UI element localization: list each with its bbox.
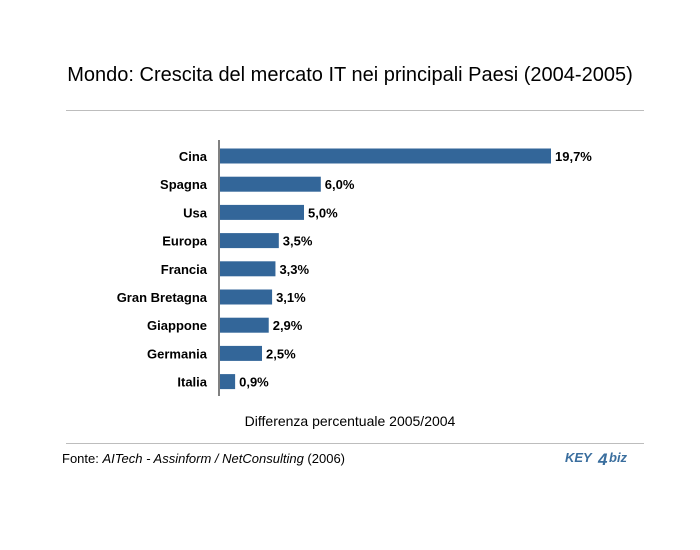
bar xyxy=(220,204,305,220)
value-label: 19,7% xyxy=(555,149,592,164)
bar xyxy=(220,148,551,164)
category-label: Cina xyxy=(179,149,208,164)
source-prefix: Fonte: xyxy=(62,451,103,466)
source-note: Fonte: AITech - Assinform / NetConsultin… xyxy=(62,451,345,466)
source-year: (2006) xyxy=(303,451,346,466)
x-axis-label: Differenza percentuale 2005/2004 xyxy=(244,413,456,429)
category-label: Germania xyxy=(147,346,208,361)
value-label: 0,9% xyxy=(239,375,269,390)
chart-title: Mondo: Crescita del mercato IT nei princ… xyxy=(67,64,633,86)
category-label: Europa xyxy=(162,234,208,249)
source-name: AITech - Assinform / NetConsulting xyxy=(102,451,304,466)
bar xyxy=(220,345,263,361)
value-label: 3,5% xyxy=(283,234,313,249)
bar xyxy=(220,233,279,249)
bar xyxy=(220,289,273,305)
bar xyxy=(220,176,321,192)
category-label: Spagna xyxy=(160,177,208,192)
key4biz-logo: KEY 4 biz xyxy=(565,450,628,469)
category-label: Gran Bretagna xyxy=(117,290,208,305)
value-label: 2,5% xyxy=(266,346,296,361)
value-label: 2,9% xyxy=(273,318,303,333)
bar xyxy=(220,317,269,333)
bar xyxy=(220,374,236,390)
bar xyxy=(220,261,276,277)
value-label: 6,0% xyxy=(325,177,355,192)
category-label: Francia xyxy=(161,262,208,277)
category-label: Usa xyxy=(183,205,208,220)
value-label: 5,0% xyxy=(308,205,338,220)
value-label: 3,3% xyxy=(279,262,309,277)
value-label: 3,1% xyxy=(276,290,306,305)
bottom-divider xyxy=(66,443,644,444)
category-label: Italia xyxy=(177,375,207,390)
category-label: Giappone xyxy=(147,318,207,333)
logo-digit: 4 xyxy=(597,450,608,469)
bar-chart: Cina 19,7% Spagna 6,0% Usa 5,0% Europa 3,5% Fran… xyxy=(117,140,592,396)
logo-text-left: KEY xyxy=(565,450,593,465)
top-divider xyxy=(66,110,644,111)
logo-text-right: biz xyxy=(609,450,628,465)
